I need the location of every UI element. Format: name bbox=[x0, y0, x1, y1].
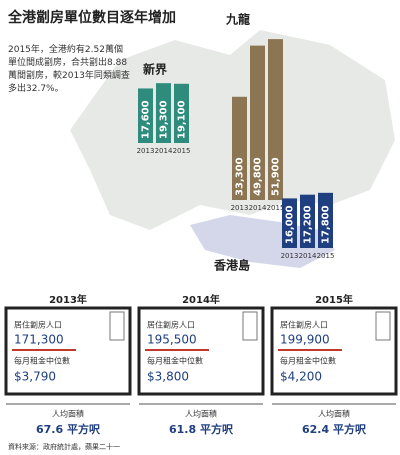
year-label: 2014 bbox=[299, 252, 317, 260]
region-label: 九龍 bbox=[225, 12, 250, 27]
panel-year: 2015年 bbox=[315, 293, 353, 306]
value-label: 49,800 bbox=[253, 157, 264, 196]
value-label: 17,600 bbox=[141, 100, 152, 139]
bar bbox=[318, 192, 333, 248]
region-label: 香港島 bbox=[213, 258, 250, 273]
rent: $3,800 bbox=[147, 370, 189, 384]
year-label: 2015 bbox=[173, 147, 191, 155]
value-label: 33,300 bbox=[235, 157, 246, 196]
chart-title: 全港劏房單位數目逐年增加 bbox=[7, 9, 176, 26]
area: 62.4 平方呎 bbox=[302, 422, 367, 436]
panel-box bbox=[137, 306, 265, 396]
year-label: 2015 bbox=[267, 204, 285, 212]
door bbox=[375, 311, 391, 341]
population-label: 居住劏房人口 bbox=[147, 320, 195, 330]
area-label: 人均面積 bbox=[185, 409, 217, 419]
door bbox=[242, 311, 258, 341]
rent: $4,200 bbox=[280, 370, 322, 384]
population-label: 居住劏房人口 bbox=[280, 320, 328, 330]
value-label: 17,800 bbox=[321, 205, 332, 244]
value-label: 17,200 bbox=[303, 205, 314, 244]
note: 2015年，全港約有2.52萬個單位間成劏房，合共劏出8.88萬間劏房，較201… bbox=[8, 45, 130, 94]
source: 資料來源：政府統計處，蘋果二十一 bbox=[8, 442, 120, 451]
year-label: 2013 bbox=[231, 204, 249, 212]
bar bbox=[138, 88, 153, 143]
area: 67.6 平方呎 bbox=[36, 422, 101, 436]
rent-label: 每月租金中位數 bbox=[280, 356, 336, 366]
region-label: 新界 bbox=[143, 62, 167, 77]
bar bbox=[232, 96, 247, 200]
rent-label: 每月租金中位數 bbox=[147, 356, 203, 366]
year-label: 2015 bbox=[317, 252, 335, 260]
bar bbox=[268, 39, 283, 200]
year-label: 2013 bbox=[137, 147, 155, 155]
area-label: 人均面積 bbox=[318, 409, 350, 419]
bar bbox=[300, 194, 315, 248]
population: 171,300 bbox=[14, 333, 64, 347]
value-label: 51,900 bbox=[271, 157, 282, 196]
year-label: 2014 bbox=[155, 147, 173, 155]
rent: $3,790 bbox=[14, 370, 56, 384]
rent-label: 每月租金中位數 bbox=[14, 356, 70, 366]
population: 195,500 bbox=[147, 333, 197, 347]
door bbox=[109, 311, 125, 341]
area-label: 人均面積 bbox=[52, 409, 84, 419]
panel-box bbox=[270, 306, 398, 396]
map-island bbox=[190, 215, 335, 268]
panel-year: 2013年 bbox=[49, 293, 87, 306]
value-label: 19,100 bbox=[177, 100, 188, 139]
value-label: 19,300 bbox=[159, 100, 170, 139]
area: 61.8 平方呎 bbox=[169, 422, 234, 436]
year-label: 2013 bbox=[281, 252, 299, 260]
value-label: 16,000 bbox=[285, 205, 296, 244]
bar bbox=[250, 45, 265, 201]
year-label: 2014 bbox=[249, 204, 267, 212]
population: 199,900 bbox=[280, 333, 330, 347]
panel-box bbox=[4, 306, 132, 396]
bar bbox=[156, 83, 171, 143]
bar bbox=[174, 83, 189, 143]
bar bbox=[282, 198, 297, 248]
population-label: 居住劏房人口 bbox=[14, 320, 62, 330]
panel-year: 2014年 bbox=[182, 293, 220, 306]
